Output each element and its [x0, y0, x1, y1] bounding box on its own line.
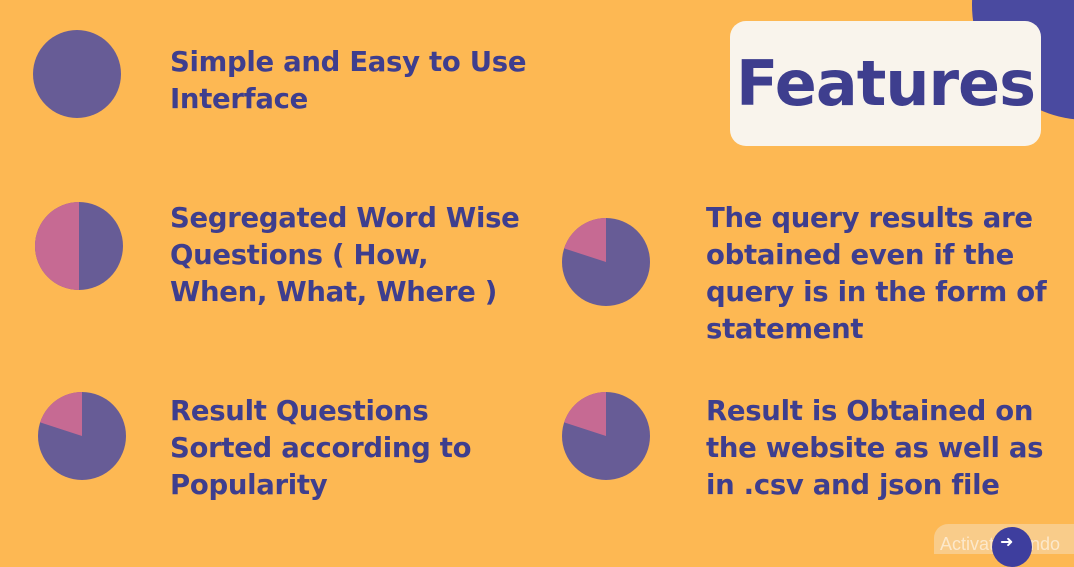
- pie-accent-slice: [564, 218, 606, 262]
- pie-accent-slice: [40, 392, 82, 436]
- feature-text-1: Simple and Easy to Use Interface: [170, 44, 527, 118]
- pie-accent-slice: [35, 202, 79, 290]
- pie-main-slice: [33, 30, 121, 118]
- feature-line: The query results are: [706, 202, 1033, 234]
- pie-icon: [562, 392, 650, 480]
- feature-text-3: Result Questions Sorted according to Pop…: [170, 393, 472, 504]
- feature-text-5: Result is Obtained on the website as wel…: [706, 393, 1043, 504]
- feature-line: obtained even if the: [706, 239, 1014, 271]
- pie-icon: [35, 202, 123, 290]
- feature-line: statement: [706, 313, 864, 345]
- feature-line: in .csv and json file: [706, 469, 1000, 501]
- pie-icon: [33, 30, 121, 118]
- slide-title: Features: [735, 47, 1036, 120]
- feature-text-4: The query results are obtained even if t…: [706, 200, 1047, 348]
- title-card: Features: [730, 21, 1041, 146]
- feature-line: Interface: [170, 83, 308, 115]
- slide-nav-button[interactable]: ➜: [992, 527, 1032, 567]
- feature-line: When, What, Where ): [170, 276, 498, 308]
- feature-line: Segregated Word Wise: [170, 202, 520, 234]
- pie-icon: [38, 392, 126, 480]
- feature-line: Questions ( How,: [170, 239, 429, 271]
- feature-line: Sorted according to: [170, 432, 472, 464]
- arrow-icon: ➜: [1000, 532, 1014, 551]
- feature-line: the website as well as: [706, 432, 1044, 464]
- feature-line: query is in the form of: [706, 276, 1047, 308]
- feature-line: Simple and Easy to Use: [170, 46, 527, 78]
- feature-line: Result Questions: [170, 395, 429, 427]
- feature-line: Result is Obtained on: [706, 395, 1034, 427]
- feature-line: Popularity: [170, 469, 328, 501]
- pie-accent-slice: [564, 392, 606, 436]
- pie-icon: [562, 218, 650, 306]
- feature-text-2: Segregated Word Wise Questions ( How, Wh…: [170, 200, 520, 311]
